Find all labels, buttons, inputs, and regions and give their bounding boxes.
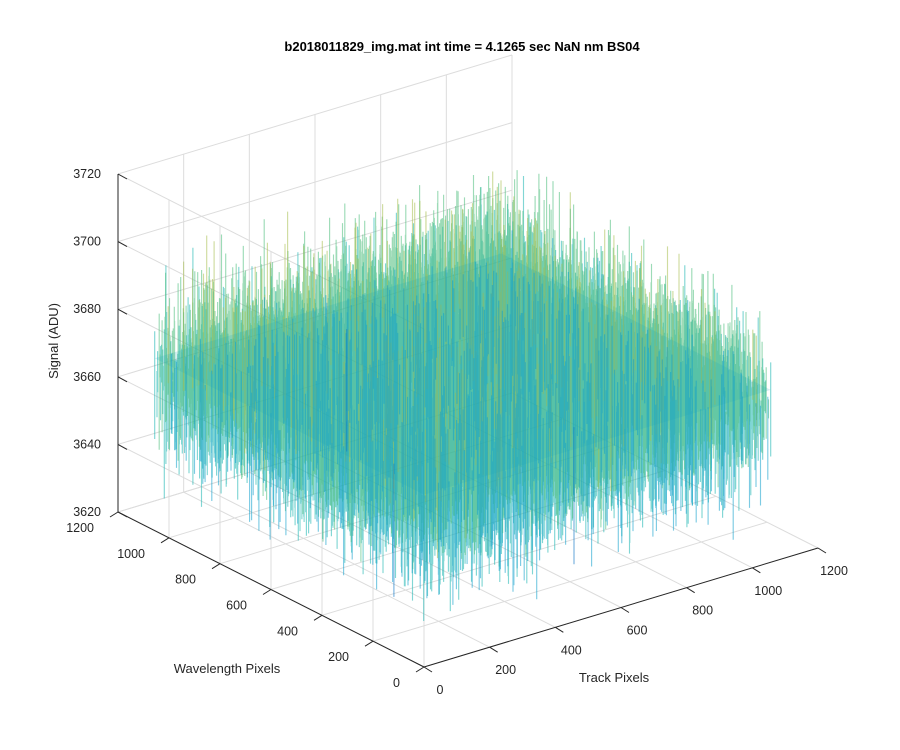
z-tick-label: 3680: [73, 302, 101, 316]
x-tick-label: 600: [627, 624, 648, 638]
z-tick-label: 3660: [73, 370, 101, 384]
y-tick-label: 200: [328, 650, 349, 664]
x-tick-label: 0: [437, 683, 444, 697]
surface-strands: [170, 230, 769, 605]
axes-lines: [109, 173, 827, 673]
z-axis-label: Signal (ADU): [46, 303, 61, 379]
z-tick-mark: [117, 376, 128, 383]
y-tick-label: 0: [393, 676, 400, 690]
x-tick-mark: [817, 547, 827, 554]
z-tick-label: 3720: [73, 167, 101, 181]
y-tick-label: 800: [175, 573, 196, 587]
y-tick-mark: [160, 537, 170, 544]
y-tick-mark: [262, 589, 272, 595]
z-tick-label: 3640: [73, 437, 101, 451]
z-tick-label: 3620: [73, 505, 101, 519]
x-tick-label: 200: [495, 663, 516, 677]
grid-line-y-floor: [321, 495, 717, 616]
z-tick-mark: [117, 173, 128, 180]
y-tick-mark: [211, 563, 221, 570]
grid-line-y-floor: [372, 521, 768, 642]
x-tick-mark: [752, 567, 761, 574]
surface-data: [154, 170, 772, 621]
z-tick-mark: [117, 511, 128, 518]
x-tick-mark: [686, 587, 695, 594]
tick-labels: 0 200 400 600 800 1000 1200 0 200 400 600 800 1000 12…: [66, 167, 848, 697]
y-tick-mark: [313, 614, 323, 621]
y-tick-label: 1000: [117, 547, 145, 561]
x-tick-mark: [620, 607, 630, 613]
x-tick-label: 400: [561, 643, 582, 657]
chart-title: b2018011829_img.mat int time = 4.1265 se…: [284, 39, 640, 54]
z-tick-mark: [117, 308, 128, 315]
x-tick-mark: [423, 666, 433, 673]
z-tick-label: 3700: [73, 235, 101, 249]
z-tick-mark: [117, 443, 128, 450]
x-tick-label: 1000: [754, 584, 782, 598]
y-tick-label: 400: [277, 624, 298, 638]
surface-strands: [346, 329, 575, 597]
x-tick-mark: [489, 646, 498, 653]
z-tick-mark: [117, 241, 128, 248]
y-axis-label: Wavelength Pixels: [174, 661, 281, 676]
y-tick-mark: [364, 640, 374, 647]
y-tick-mark: [109, 511, 119, 518]
x-tick-label: 1200: [820, 564, 848, 578]
x-tick-label: 800: [692, 604, 713, 618]
y-tick-label: 600: [226, 599, 247, 613]
y-tick-label: 1200: [66, 521, 94, 535]
y-tick-mark: [415, 666, 425, 673]
surface-core: [154, 253, 771, 495]
x-axis-label: Track Pixels: [579, 670, 650, 685]
x-tick-mark: [555, 626, 564, 633]
